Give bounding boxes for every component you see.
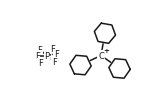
Text: P: P bbox=[44, 52, 49, 60]
Text: F: F bbox=[35, 52, 40, 60]
Text: F: F bbox=[38, 59, 43, 68]
Text: C: C bbox=[98, 52, 104, 60]
Text: F: F bbox=[54, 50, 59, 59]
Text: F: F bbox=[50, 44, 55, 53]
Text: F: F bbox=[52, 58, 57, 67]
Text: +: + bbox=[104, 48, 109, 54]
Text: F: F bbox=[37, 45, 42, 54]
